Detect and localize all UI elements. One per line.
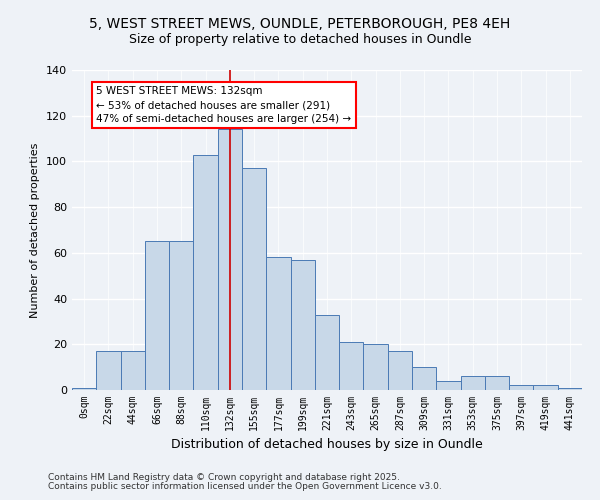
Bar bbox=[315, 314, 339, 390]
Bar bbox=[339, 342, 364, 390]
Bar bbox=[96, 351, 121, 390]
Bar bbox=[533, 386, 558, 390]
Bar bbox=[72, 388, 96, 390]
Bar bbox=[461, 376, 485, 390]
X-axis label: Distribution of detached houses by size in Oundle: Distribution of detached houses by size … bbox=[171, 438, 483, 452]
Bar bbox=[242, 168, 266, 390]
Bar bbox=[290, 260, 315, 390]
Bar bbox=[485, 376, 509, 390]
Bar bbox=[169, 242, 193, 390]
Bar bbox=[121, 351, 145, 390]
Bar bbox=[558, 388, 582, 390]
Bar bbox=[145, 242, 169, 390]
Bar bbox=[266, 258, 290, 390]
Y-axis label: Number of detached properties: Number of detached properties bbox=[31, 142, 40, 318]
Text: Contains public sector information licensed under the Open Government Licence v3: Contains public sector information licen… bbox=[48, 482, 442, 491]
Text: 5, WEST STREET MEWS, OUNDLE, PETERBOROUGH, PE8 4EH: 5, WEST STREET MEWS, OUNDLE, PETERBOROUG… bbox=[89, 18, 511, 32]
Text: Contains HM Land Registry data © Crown copyright and database right 2025.: Contains HM Land Registry data © Crown c… bbox=[48, 474, 400, 482]
Bar bbox=[364, 344, 388, 390]
Text: Size of property relative to detached houses in Oundle: Size of property relative to detached ho… bbox=[129, 32, 471, 46]
Bar bbox=[193, 154, 218, 390]
Bar bbox=[509, 386, 533, 390]
Bar bbox=[436, 381, 461, 390]
Bar bbox=[388, 351, 412, 390]
Bar bbox=[412, 367, 436, 390]
Bar bbox=[218, 130, 242, 390]
Text: 5 WEST STREET MEWS: 132sqm
← 53% of detached houses are smaller (291)
47% of sem: 5 WEST STREET MEWS: 132sqm ← 53% of deta… bbox=[96, 86, 352, 124]
